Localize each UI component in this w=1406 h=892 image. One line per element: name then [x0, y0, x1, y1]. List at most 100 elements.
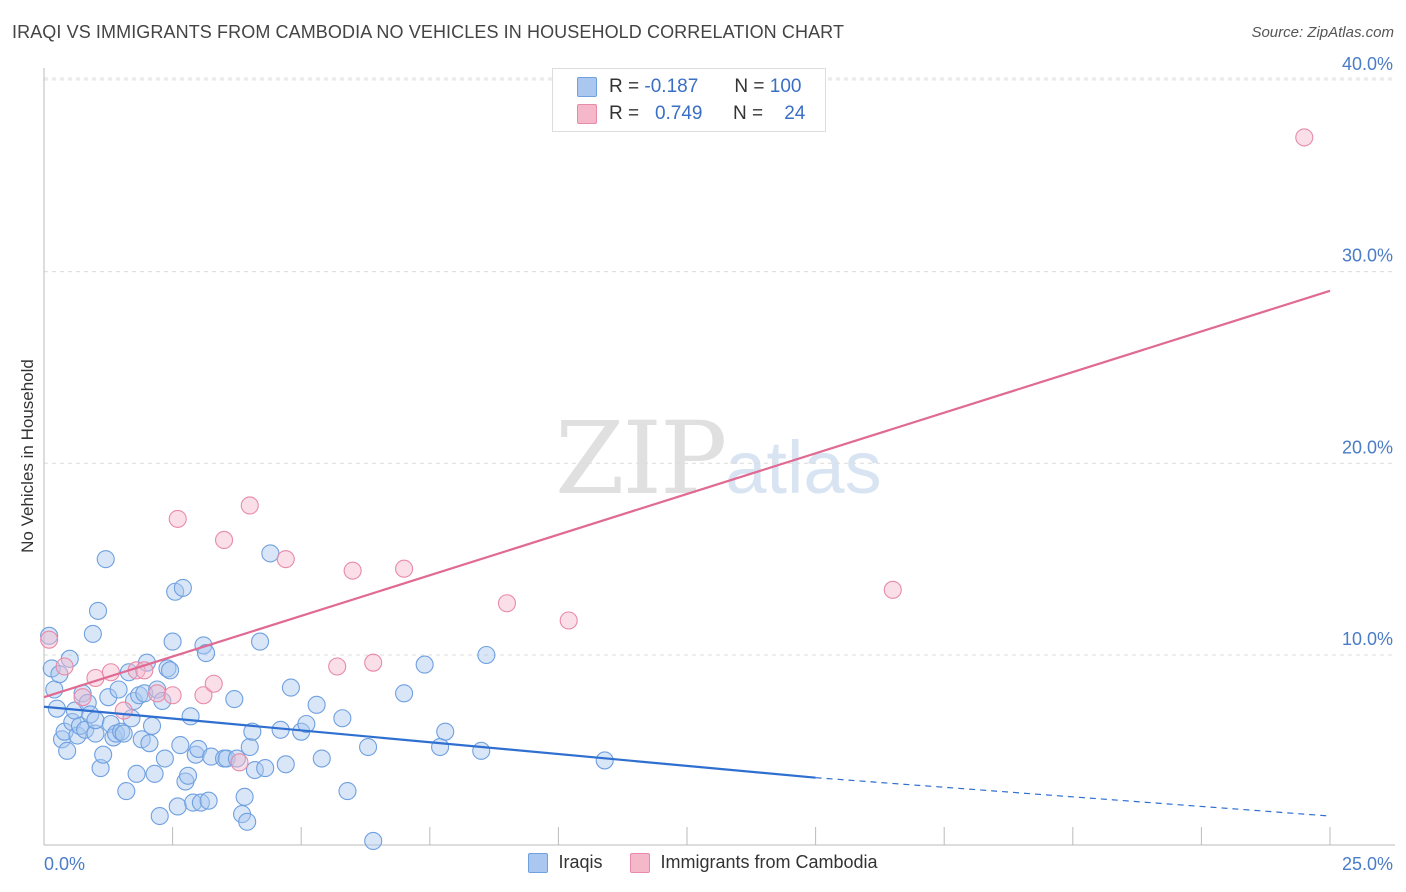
cambodia-point	[395, 559, 414, 578]
iraqis-trendline-extension	[815, 777, 1331, 817]
iraqis-point	[117, 782, 136, 801]
cambodia-point	[328, 657, 347, 676]
series-legend-iraqis: Iraqis	[528, 852, 602, 873]
iraqis-point	[171, 736, 190, 755]
cambodia-point	[163, 686, 182, 705]
iraqis-point	[238, 812, 257, 831]
iraqis-trendline	[43, 705, 816, 779]
cambodia-point	[883, 580, 902, 599]
iraqis-point	[112, 722, 131, 741]
legend-row-iraqis: R = -0.187 N = 100	[577, 75, 801, 99]
iraqis-point	[256, 759, 275, 778]
iraqis-point	[312, 749, 331, 768]
iraqis-point	[109, 680, 128, 699]
iraqis-point	[99, 688, 118, 707]
iraqis-point	[431, 737, 450, 757]
iraqis-point	[155, 749, 174, 768]
iraqis-point	[91, 759, 110, 778]
y-tick-label: 20.0%	[1342, 437, 1393, 457]
iraqis-point	[281, 678, 300, 697]
iraqis-point	[184, 793, 203, 812]
iraqis-point	[88, 601, 108, 620]
legend-n-label: N =	[732, 103, 764, 124]
iraqis-point	[160, 661, 180, 680]
cambodia-point	[40, 630, 59, 649]
cambodia-point	[148, 684, 167, 703]
iraqis-point	[181, 707, 200, 726]
cambodia-point	[276, 550, 295, 569]
iraqis-point	[158, 659, 177, 678]
series-legend-label: Iraqis	[558, 852, 603, 872]
legend-r-value: -0.187	[644, 76, 699, 97]
iraqis-point	[250, 632, 270, 651]
iraqis-point	[191, 793, 210, 812]
legend-n-value: 100	[769, 76, 802, 97]
iraqis-point	[40, 626, 59, 645]
iraqis-point	[240, 737, 259, 757]
cambodia-point	[1295, 128, 1314, 147]
x-tick-label: 25.0%	[1342, 854, 1393, 874]
y-tick-label: 10.0%	[1342, 629, 1393, 649]
iraqis-point	[142, 716, 162, 735]
legend-swatch-cambodia	[577, 104, 597, 124]
cambodia-point	[214, 530, 234, 550]
series-legend-swatch	[630, 852, 651, 873]
y-tick-label: 40.0%	[1342, 54, 1393, 74]
iraqis-point	[199, 791, 218, 810]
cambodia-trendline	[43, 289, 1331, 699]
iraqis-point	[235, 787, 254, 806]
cambodia-point	[559, 611, 578, 630]
legend-r-label: R =	[609, 76, 640, 97]
iraqis-point	[333, 709, 352, 728]
iraqis-point	[261, 544, 280, 563]
cambodia-point	[343, 561, 362, 580]
legend-row-cambodia: R = 0.749 N = 24	[577, 102, 805, 126]
correlation-legend: R = -0.187 N = 100 R = 0.749 N = 24	[552, 68, 826, 132]
iraqis-point	[83, 624, 102, 643]
iraqis-point	[395, 684, 414, 703]
watermark-zip: ZIP	[555, 400, 727, 517]
cambodia-point	[204, 674, 223, 693]
x-tick-label: 0.0%	[44, 854, 85, 874]
iraqis-point	[364, 831, 383, 850]
series-legend-swatch	[528, 852, 549, 873]
iraqis-point	[163, 632, 182, 651]
iraqis-point	[140, 734, 159, 753]
cambodia-point	[73, 688, 92, 707]
series-legend-label: Immigrants from Cambodia	[660, 852, 878, 872]
legend-n-label: N =	[734, 76, 765, 97]
iraqis-point	[225, 690, 244, 709]
chart-title: IRAQI VS IMMIGRANTS FROM CAMBODIA NO VEH…	[12, 22, 845, 42]
iraqis-point	[196, 644, 216, 663]
iraqis-point	[243, 722, 262, 741]
series-legend: Iraqis Immigrants from Cambodia	[0, 852, 1406, 873]
source-label: Source: ZipAtlas.com	[1251, 24, 1394, 41]
iraqis-point	[338, 782, 357, 801]
iraqis-point	[276, 755, 295, 774]
iraqis-point	[595, 751, 614, 770]
iraqis-point	[178, 766, 198, 785]
legend-r-label: R =	[609, 103, 640, 124]
iraqis-point	[307, 695, 326, 714]
legend-swatch-iraqis	[577, 77, 597, 97]
iraqis-point	[58, 741, 77, 760]
cambodia-point	[114, 701, 133, 720]
cambodia-point	[194, 686, 213, 705]
cambodia-point	[240, 496, 259, 515]
iraqis-point	[168, 797, 187, 816]
iraqis-point	[94, 745, 113, 764]
iraqis-point	[150, 806, 169, 826]
legend-r-value: 0.749	[654, 103, 703, 124]
cambodia-point	[230, 753, 249, 772]
legend-n-value: 24	[784, 103, 806, 124]
iraqis-point	[145, 764, 164, 783]
cambodia-point	[497, 594, 517, 613]
iraqis-point	[359, 737, 378, 757]
cambodia-point	[364, 653, 383, 672]
iraqis-point	[415, 655, 434, 674]
iraqis-point	[297, 714, 316, 734]
iraqis-point	[436, 722, 455, 741]
iraqis-point	[472, 741, 491, 760]
iraqis-point	[127, 764, 146, 783]
